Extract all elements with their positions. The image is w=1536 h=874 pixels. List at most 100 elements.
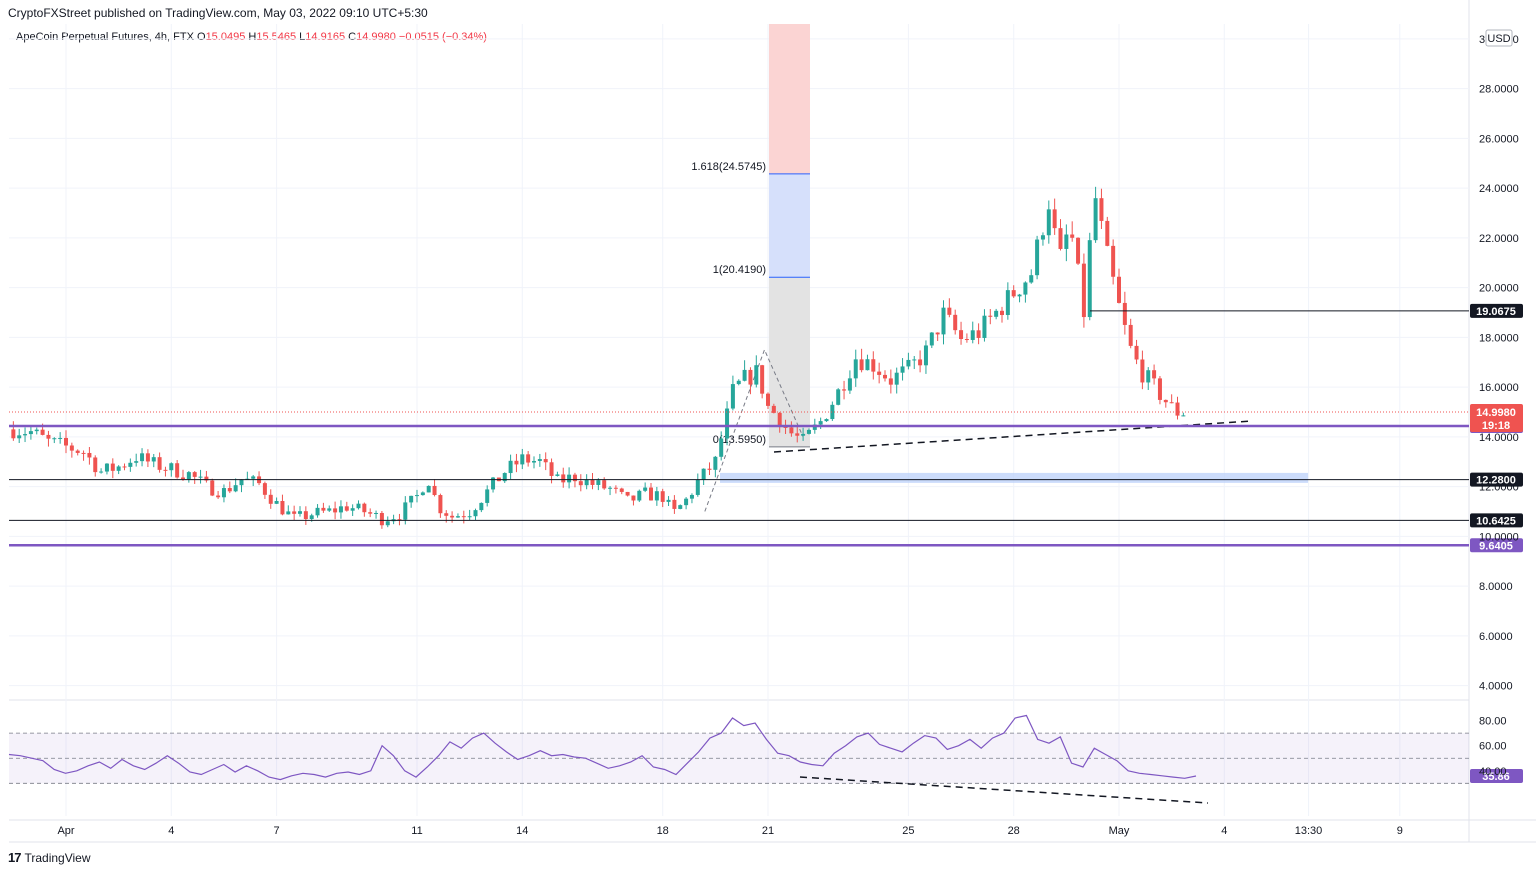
candle-up [584,479,589,486]
candle-down [918,359,923,366]
time-tick: May [1109,825,1130,837]
candle-up [140,453,145,462]
candle-down [842,389,847,391]
candle-down [1099,198,1104,221]
candle-down [783,426,788,428]
level-tag-bg [1470,303,1523,318]
candle-up [923,345,928,366]
candle-up [327,508,332,511]
candle-down [660,491,665,502]
rsi-tick: 60.00 [1479,741,1507,753]
candle-up [754,365,759,385]
candle-up [713,456,718,470]
time-tick: 14 [516,825,528,837]
candle-down [1011,290,1016,297]
candle-up [467,516,472,518]
candle-down [1117,276,1121,303]
candle-down [204,476,209,481]
time-tick: 21 [762,825,774,837]
candle-down [216,495,221,498]
candle-down [303,511,308,520]
countdown-tag: 19:18 [1482,420,1510,432]
impulse-dashed-line [704,348,804,512]
low-value: 14.9165 [305,31,346,43]
candle-up [233,485,238,492]
candle-up [894,372,899,385]
rsi-line [8,714,1197,781]
level-tag: 9.6405 [1479,540,1513,552]
candle-up [836,389,841,405]
time-tick: Apr [57,825,74,837]
candle-up [1040,235,1045,240]
candle-down [1081,263,1086,318]
candle-down [11,429,16,439]
candle-up [701,468,706,480]
candle-down [1175,402,1180,416]
candle-down [432,485,437,496]
time-axis[interactable]: Apr 4 7 11 14 18 21 25 28 May 4 13:30 9 [57,825,1402,837]
last-price-tag-bg [1470,404,1523,433]
price-tick: 24.0000 [1479,183,1519,195]
candle-down [157,457,162,470]
candle-up [473,510,478,517]
candle-up [654,491,659,501]
candle-down [362,503,367,513]
candle-up [128,462,133,467]
candle-down [122,466,127,468]
candle-up [508,460,513,474]
level-tag: 12.2800 [1476,475,1516,487]
stop-zone [769,24,810,174]
candle-up [824,419,829,422]
footer-brand[interactable]: 17 TradingView [8,850,91,865]
price-tick: 12.0000 [1479,482,1519,494]
candle-down [935,332,940,335]
demand-zone [720,472,1308,483]
candle-down [93,457,98,473]
candle-down [444,513,449,516]
rsi-divergence-line [799,776,1209,804]
candle-down [1157,378,1162,400]
candle-up [17,435,22,439]
candle-up [491,477,496,490]
candle-up [725,408,730,439]
brand-name: TradingView [24,850,91,865]
currency-label[interactable]: USD [1487,33,1510,45]
level-tag-bg [1470,472,1523,487]
symbol-name[interactable]: ApeCoin Perpetual Futures, 4h, FTX [16,31,194,43]
candle-down [379,512,384,526]
candle-down [649,487,653,501]
candle-up [520,454,525,465]
candle-up [912,359,917,361]
candle-down [280,500,285,515]
candle-up [1046,209,1051,236]
candle-up [1023,282,1028,295]
candle-down [145,453,150,462]
candle-down [368,512,373,514]
candle-down [672,499,677,509]
candle-up [374,512,379,514]
candle-down [69,445,74,451]
candle-down [40,429,45,435]
candle-up [479,502,484,511]
candle-up [900,366,905,373]
candle-up [1181,415,1186,417]
candle-up [801,433,806,436]
candle-down [771,405,776,413]
price-tick: 6.0000 [1479,631,1513,643]
candle-down [590,479,595,485]
candle-up [806,429,811,434]
price-tick: 14.0000 [1479,432,1519,444]
currency-selector[interactable]: USD [1485,29,1513,47]
candle-up [994,310,999,317]
candle-up [906,359,911,367]
candle-down [268,494,273,504]
open-value: 15.0495 [205,31,246,43]
candle-up [309,515,314,520]
chart-overlays: 1.618(24.5745)1(20.4190)0(13.5950) [691,24,1308,512]
open-label: O [197,31,206,43]
grid-lines [9,0,1536,843]
candle-up [684,498,689,506]
candle-up [532,460,536,463]
candle-up [608,487,613,489]
